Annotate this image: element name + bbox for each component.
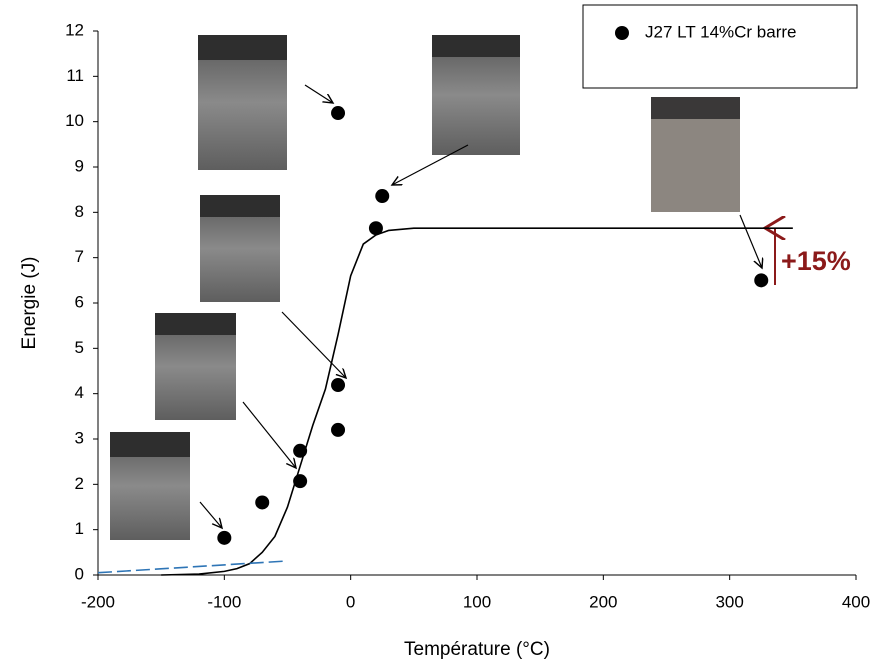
legend-marker	[615, 26, 629, 40]
x-tick-label: 0	[346, 592, 355, 611]
arrow	[304, 84, 333, 103]
y-tick-label: 0	[75, 564, 84, 583]
scatter-point	[368, 221, 383, 236]
photo	[110, 432, 190, 457]
scatter-point	[331, 422, 346, 437]
x-tick-label: -200	[81, 592, 115, 611]
arrow	[281, 311, 346, 378]
x-tick-label: 300	[715, 592, 743, 611]
x-tick-label: 200	[589, 592, 617, 611]
photo	[432, 35, 520, 57]
y-tick-label: 10	[65, 111, 84, 130]
y-tick-label: 1	[75, 519, 84, 538]
annotation: +15%	[781, 246, 851, 276]
arrow	[739, 214, 762, 268]
y-tick-label: 11	[66, 66, 84, 85]
x-tick-label: 400	[842, 592, 870, 611]
arrow	[242, 401, 296, 468]
photo	[155, 313, 236, 335]
y-tick-label: 5	[75, 338, 84, 357]
legend-label: J27 LT 14%Cr barre	[645, 22, 797, 41]
scatter-point	[331, 106, 346, 121]
y-axis-label: Energie (J)	[19, 257, 40, 350]
y-tick-label: 12	[65, 20, 84, 39]
scatter-point	[375, 189, 390, 204]
y-tick-label: 6	[75, 292, 84, 311]
line	[97, 560, 288, 574]
photo	[200, 195, 280, 217]
photos	[110, 35, 740, 540]
x-axis-label: Température (°C)	[404, 639, 550, 660]
photo	[198, 35, 287, 60]
line	[161, 227, 793, 576]
y-tick-label: 8	[75, 202, 84, 221]
arrows	[199, 84, 762, 528]
arrow	[199, 501, 222, 528]
y-tick-label: 3	[75, 428, 84, 447]
scatter-point	[217, 530, 232, 545]
y-tick-label: 2	[75, 474, 84, 493]
y-tick-label: 9	[75, 156, 84, 175]
scatter-point	[255, 495, 270, 510]
x-tick-label: 100	[463, 592, 491, 611]
y-tick-label: 4	[75, 383, 84, 402]
legend-box	[582, 4, 858, 89]
y-tick-label: 7	[75, 247, 84, 266]
x-tick-label: -100	[207, 592, 241, 611]
arrow	[392, 144, 469, 185]
scatter-point	[331, 378, 346, 393]
photo	[651, 97, 740, 119]
scatter-point	[754, 273, 769, 288]
